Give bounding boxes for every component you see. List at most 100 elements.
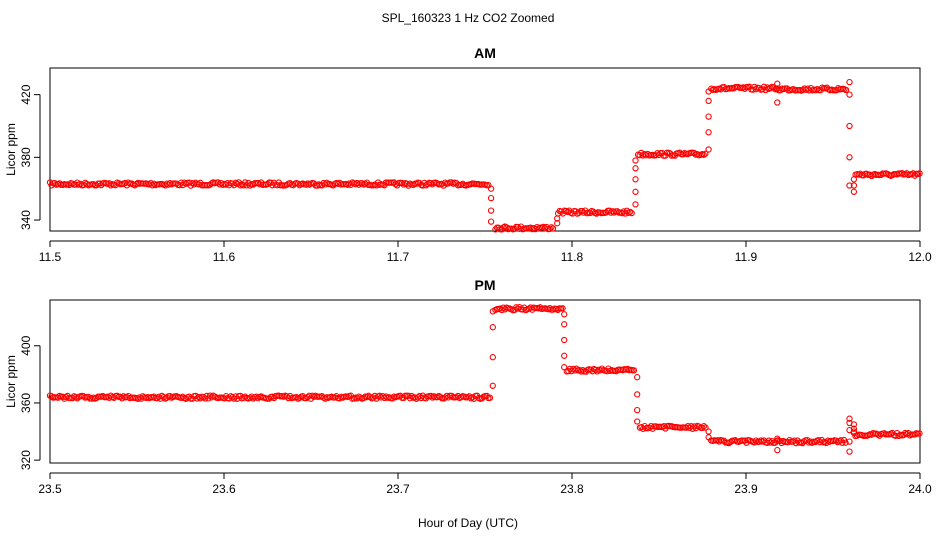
- am-panel: AM Licor ppm 11.5 11.6 11.7 11.8 11.9 12.0 340 38…: [4, 45, 932, 264]
- data-point: [489, 308, 496, 315]
- x-tick-label: 24.0: [908, 482, 932, 496]
- data-point: [630, 367, 638, 374]
- x-tick-label: 12.0: [908, 250, 932, 264]
- data-point: [573, 365, 580, 372]
- data-point: [634, 391, 641, 398]
- plateau-points: [492, 303, 566, 314]
- data-point: [154, 395, 161, 402]
- data-point: [846, 122, 853, 130]
- data-point: [561, 336, 568, 344]
- transition-points: [774, 435, 781, 454]
- data-point: [634, 374, 641, 381]
- data-point: [632, 176, 639, 183]
- plateau-points: [636, 422, 709, 432]
- plateau-points: [46, 179, 492, 189]
- data-point: [487, 194, 495, 202]
- data-point: [774, 99, 781, 106]
- data-point: [628, 209, 635, 217]
- data-point: [846, 154, 853, 161]
- data-point: [705, 146, 712, 153]
- data-point: [561, 311, 568, 318]
- data-point: [842, 439, 849, 446]
- plateau-points: [554, 207, 635, 217]
- data-point: [702, 150, 709, 157]
- x-tick-label: 23.7: [386, 482, 410, 496]
- x-tick-label: 11.7: [387, 250, 410, 264]
- data-point: [705, 88, 712, 95]
- data-point: [705, 97, 712, 105]
- data-point: [410, 181, 417, 189]
- data-point: [561, 321, 568, 328]
- panel-title: AM: [474, 45, 496, 61]
- plateau-points: [634, 149, 709, 159]
- data-point: [634, 418, 641, 425]
- pm-panel: PM Licor ppm 23.5 23.6 23.7 23.8 23.9 24.0 320 36…: [4, 277, 932, 496]
- data-point: [850, 428, 858, 435]
- data-point: [846, 438, 853, 445]
- data-point: [916, 170, 923, 177]
- data-point: [246, 182, 254, 189]
- data-point: [850, 421, 858, 428]
- data-point: [134, 395, 142, 402]
- data-point: [548, 224, 555, 231]
- data-point: [487, 218, 495, 225]
- plateau-points: [850, 429, 923, 440]
- data-point: [705, 434, 712, 441]
- data-point: [632, 188, 639, 195]
- data-point: [850, 425, 858, 432]
- data-point: [626, 208, 634, 216]
- data-point: [684, 422, 692, 430]
- plateau-points: [708, 83, 780, 94]
- data-point: [561, 352, 568, 359]
- plateau-points: [852, 169, 923, 180]
- data-points: [46, 303, 923, 455]
- plot-frame: [49, 299, 921, 464]
- transition-points: [632, 157, 639, 208]
- data-point: [846, 91, 853, 98]
- data-point: [850, 182, 858, 189]
- transition-points: [850, 421, 858, 435]
- plateau-points: [46, 392, 494, 402]
- data-point: [916, 430, 923, 437]
- data-point: [408, 392, 415, 400]
- x-tick-label: 23.8: [560, 482, 584, 496]
- x-tick-label: 11.9: [735, 250, 758, 264]
- plateau-points: [774, 84, 850, 94]
- data-point: [846, 415, 853, 422]
- y-tick-label: 420: [19, 84, 33, 104]
- plateau-points: [492, 223, 557, 233]
- data-point: [699, 424, 706, 432]
- x-tick-label: 23.9: [734, 482, 758, 496]
- y-axis-label: Licor ppm: [4, 123, 18, 176]
- data-point: [549, 225, 557, 232]
- data-point: [594, 368, 601, 375]
- transition-points: [705, 428, 712, 441]
- transition-points: [850, 176, 858, 195]
- data-point: [489, 324, 496, 331]
- data-point: [559, 305, 566, 312]
- y-tick-label: 320: [19, 450, 33, 470]
- data-point: [489, 382, 496, 389]
- figure-title: SPL_160323 1 Hz CO2 Zoomed: [382, 11, 555, 25]
- y-tick-label: 400: [19, 335, 33, 355]
- y-axis-label: Licor ppm: [4, 355, 18, 408]
- x-tick-label: 23.5: [38, 482, 62, 496]
- data-point: [850, 188, 858, 195]
- data-point: [842, 86, 850, 94]
- data-point: [486, 394, 494, 401]
- transition-points: [774, 80, 781, 106]
- x-tick-label: 11.8: [561, 250, 584, 264]
- data-point: [690, 149, 698, 157]
- transition-points: [634, 374, 641, 425]
- y-tick-label: 360: [19, 393, 33, 413]
- plot-frame: [49, 67, 921, 232]
- data-point: [554, 215, 561, 222]
- data-points: [46, 78, 923, 233]
- data-point: [632, 157, 639, 164]
- transition-points: [489, 308, 496, 389]
- data-point: [487, 207, 495, 214]
- plateau-points: [563, 365, 638, 375]
- data-point: [846, 78, 853, 86]
- data-point: [344, 181, 351, 188]
- y-tick-label: 340: [19, 210, 33, 230]
